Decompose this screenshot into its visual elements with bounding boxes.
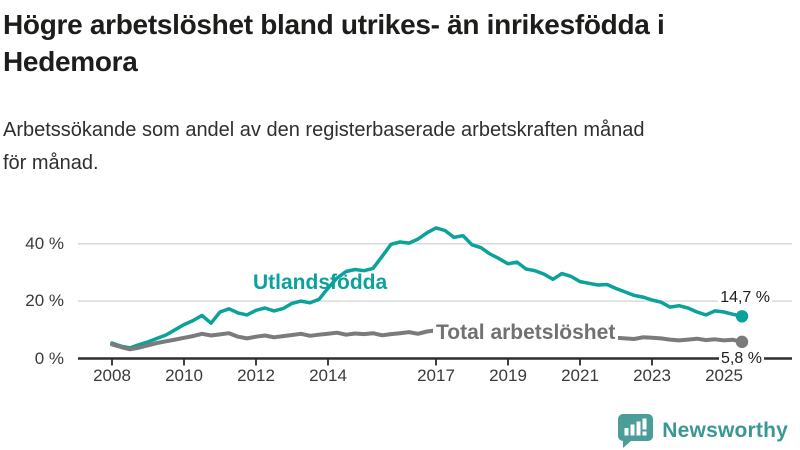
newsworthy-logo[interactable]: Newsworthy — [617, 413, 788, 449]
x-tick-label-2025: 2025 — [705, 366, 743, 385]
chart-subtitle: Arbetssökande som andel av den registerb… — [3, 114, 763, 180]
logo-bar-1 — [624, 428, 629, 436]
series-label-utlandsfodda: Utlandsfödda — [253, 271, 388, 294]
page-title-line-2: Hedemora — [3, 46, 138, 77]
logo-bubble-shape — [618, 414, 654, 448]
x-tick-label-2019: 2019 — [489, 366, 527, 385]
y-tick-label-40: 40 % — [25, 233, 64, 253]
y-tick-label-20: 20 % — [25, 291, 64, 311]
end-dot-1 — [735, 335, 749, 349]
series-line-0 — [110, 226, 744, 350]
brand-name: Newsworthy — [662, 419, 788, 442]
x-tick-label-2008: 2008 — [93, 366, 131, 385]
x-tick-label-2021: 2021 — [561, 366, 599, 385]
x-tick-label-2012: 2012 — [237, 366, 275, 385]
x-tick-label-2023: 2023 — [633, 366, 671, 385]
x-tick-label-2014: 2014 — [309, 366, 347, 385]
series-label-total-arbetsloshet: Total arbetslöshet — [433, 321, 619, 345]
logo-bar-2 — [630, 424, 635, 436]
chart-subtitle-line-1: Arbetssökande som andel av den registerb… — [3, 119, 645, 141]
logo-exclamation-bar — [642, 418, 647, 430]
chart-canvas — [78, 226, 792, 366]
line-chart: Utlandsfödda Total arbetslöshet 14,7 % 5… — [0, 198, 800, 398]
end-value-label-utlandsfodda: 14,7 % — [718, 288, 772, 308]
chart-subtitle-line-2: för månad. — [3, 152, 99, 174]
end-dot-0 — [735, 310, 749, 323]
page-title-line-1: Högre arbetslöshet bland utrikes- än inr… — [3, 9, 665, 40]
end-value-label-total: 5,8 % — [719, 349, 764, 369]
page-title: Högre arbetslöshet bland utrikes- än inr… — [3, 6, 793, 80]
y-tick-label-0: 0 % — [34, 348, 64, 368]
logo-exclamation-dot — [642, 431, 647, 436]
x-tick-label-2017: 2017 — [417, 366, 455, 385]
x-tick-label-2010: 2010 — [165, 366, 203, 385]
newsworthy-logo-icon — [618, 414, 654, 448]
logo-bar-3 — [636, 421, 641, 436]
series-line-1 — [110, 327, 744, 352]
